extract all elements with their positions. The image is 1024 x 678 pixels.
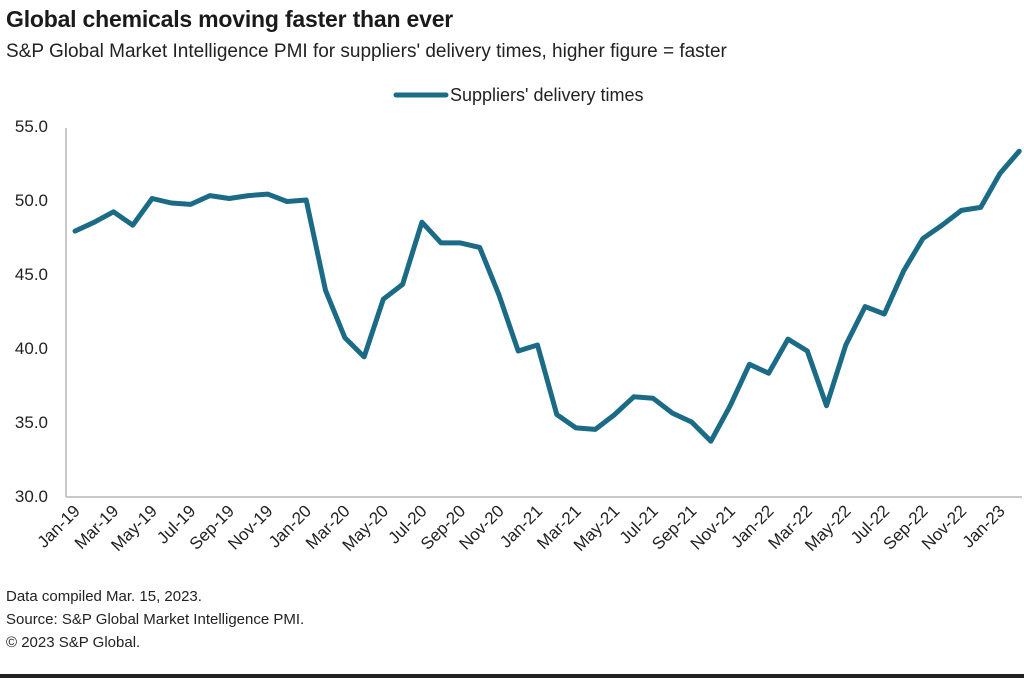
data-point <box>381 297 385 301</box>
data-point <box>420 220 424 224</box>
data-point <box>940 223 944 227</box>
data-point <box>863 305 867 309</box>
data-point <box>92 220 96 224</box>
data-point <box>747 362 751 366</box>
y-tick-label: 45.0 <box>15 265 48 284</box>
data-point <box>362 355 366 359</box>
data-point <box>902 269 906 273</box>
data-point <box>593 427 597 431</box>
y-tick-label: 35.0 <box>15 413 48 432</box>
data-point <box>439 241 443 245</box>
data-point <box>979 205 983 209</box>
data-point <box>227 197 231 201</box>
chart-subtitle: S&P Global Market Intelligence PMI for s… <box>6 41 727 62</box>
data-point <box>401 282 405 286</box>
data-point <box>1017 149 1021 153</box>
data-point <box>536 343 540 347</box>
footer-copyright: © 2023 S&P Global. <box>6 634 141 651</box>
data-point <box>844 343 848 347</box>
data-point <box>959 208 963 212</box>
data-point <box>574 426 578 430</box>
data-point <box>825 404 829 408</box>
data-point <box>150 197 154 201</box>
data-point <box>728 404 732 408</box>
data-point <box>343 336 347 340</box>
data-point <box>324 288 328 292</box>
data-point <box>497 293 501 297</box>
bottom-border <box>0 674 1024 678</box>
data-point <box>458 241 462 245</box>
data-point <box>266 192 270 196</box>
series-line-suppliers-delivery-times <box>72 148 1022 444</box>
data-point <box>709 439 713 443</box>
data-point <box>632 395 636 399</box>
axes <box>65 128 1022 498</box>
data-point <box>189 202 193 206</box>
data-point <box>786 337 790 341</box>
y-tick-labels: 55.0 50.0 45.0 40.0 35.0 30.0 <box>15 117 48 506</box>
data-point <box>246 194 250 198</box>
data-point <box>998 171 1002 175</box>
data-point <box>767 371 771 375</box>
data-point <box>131 223 135 227</box>
data-point <box>169 201 173 205</box>
y-tick-label: 55.0 <box>15 117 48 136</box>
data-point <box>613 413 617 417</box>
chart-title: Global chemicals moving faster than ever <box>6 6 454 32</box>
data-point <box>651 396 655 400</box>
footer-source: Source: S&P Global Market Intelligence P… <box>6 611 305 628</box>
data-point <box>805 349 809 353</box>
data-point <box>285 200 289 204</box>
chart-footer: Data compiled Mar. 15, 2023. Source: S&P… <box>6 585 304 654</box>
y-tick-label: 30.0 <box>15 487 48 506</box>
data-point <box>882 312 886 316</box>
data-point <box>73 229 77 233</box>
x-tick-labels: Jan-19Mar-19May-19Jul-19Sep-19Nov-19Jan-… <box>34 501 1009 555</box>
data-point <box>112 210 116 214</box>
data-point <box>478 245 482 249</box>
legend: Suppliers' delivery times <box>393 85 644 105</box>
data-point <box>921 237 925 241</box>
data-point <box>304 198 308 202</box>
x-tick-label: Jan-23 <box>959 501 1009 551</box>
y-tick-label: 50.0 <box>15 191 48 210</box>
data-point <box>208 194 212 198</box>
data-point <box>555 413 559 417</box>
data-point <box>516 349 520 353</box>
legend-label: Suppliers' delivery times <box>450 85 644 105</box>
data-point <box>670 411 674 415</box>
series-group <box>72 148 1022 444</box>
data-point <box>690 420 694 424</box>
footer-data-compiled: Data compiled Mar. 15, 2023. <box>6 588 202 605</box>
y-tick-label: 40.0 <box>15 339 48 358</box>
